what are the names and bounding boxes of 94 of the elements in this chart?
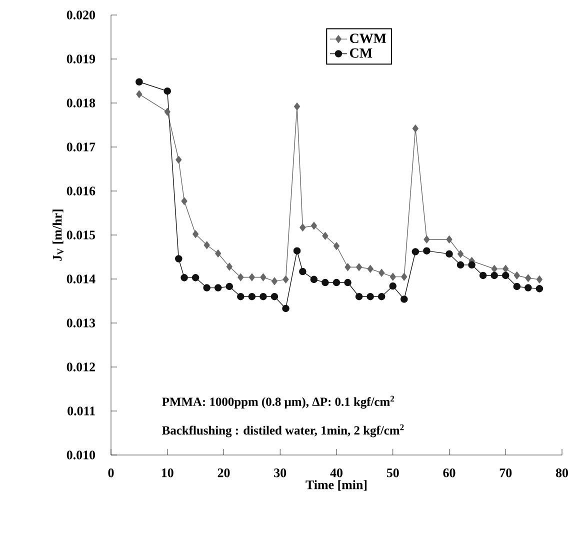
point — [175, 255, 182, 262]
annotation: Backflushing : distiled water, 1min, 2 kgf/cm$^{2}$ — [162, 424, 404, 438]
point — [310, 222, 317, 230]
point — [238, 273, 244, 282]
point — [237, 292, 244, 300]
legend-label: CWM — [350, 34, 386, 44]
x-tick-label: 70 — [500, 468, 512, 478]
point — [490, 272, 498, 280]
point — [282, 276, 289, 284]
y-tick-label: 0.012 — [66, 362, 95, 372]
point — [270, 292, 278, 300]
point — [536, 276, 542, 284]
point — [164, 108, 170, 116]
point — [271, 277, 278, 286]
point — [389, 282, 397, 290]
x-tick-label: 20 — [218, 468, 230, 478]
point — [378, 268, 385, 277]
x-tick-label: 50 — [386, 468, 399, 478]
point — [294, 102, 300, 110]
point — [260, 292, 267, 300]
point — [214, 284, 222, 292]
point — [180, 274, 188, 282]
point — [446, 235, 452, 244]
point — [215, 250, 222, 258]
point — [136, 78, 143, 86]
point — [322, 232, 328, 240]
point — [204, 241, 210, 250]
point — [192, 230, 199, 238]
point — [513, 282, 521, 290]
point — [491, 264, 498, 273]
point — [367, 264, 374, 273]
point — [412, 248, 420, 256]
point — [423, 247, 430, 254]
point — [164, 87, 172, 95]
point — [468, 261, 476, 269]
point — [310, 276, 318, 284]
point — [248, 273, 255, 282]
point — [457, 250, 464, 258]
point — [424, 235, 430, 244]
point — [390, 272, 396, 281]
point — [344, 263, 351, 272]
point — [401, 272, 408, 281]
legend-label: CM — [350, 48, 372, 58]
point — [260, 273, 266, 282]
point — [176, 156, 182, 164]
x-tick-label: 0 — [108, 468, 114, 478]
point — [412, 124, 418, 132]
y-tick-label: 0.020 — [66, 10, 96, 20]
point — [300, 224, 306, 232]
y-tick-label: 0.017 — [66, 142, 96, 152]
y-tick-label: 0.013 — [66, 318, 96, 328]
point — [400, 296, 408, 303]
point — [181, 197, 188, 206]
point — [525, 274, 532, 282]
point — [136, 90, 142, 98]
point — [282, 304, 290, 312]
y-axis-title: J$_{V}$ [m/hr] — [52, 210, 64, 261]
x-axis-title: Time [min] — [306, 480, 367, 491]
point — [356, 263, 362, 272]
point — [226, 282, 234, 290]
point — [456, 261, 464, 269]
y-tick-label: 0.018 — [66, 98, 96, 108]
point — [514, 272, 520, 280]
point — [322, 278, 329, 286]
y-tick-label: 0.010 — [66, 450, 96, 460]
point — [378, 292, 386, 300]
point — [192, 274, 200, 282]
y-tick-label: 0.019 — [66, 54, 96, 64]
point — [344, 278, 352, 286]
x-tick-label: 10 — [162, 468, 174, 478]
point — [366, 292, 374, 300]
point — [226, 262, 232, 271]
y-tick-label: 0.014 — [66, 274, 96, 284]
x-tick-label: 40 — [330, 468, 342, 478]
annotation: PMMA: 1000ppm (0.8 μm), ΔP: 0.1 kgf/cm$^{2}$ — [162, 396, 394, 409]
point — [333, 242, 340, 250]
point — [536, 285, 544, 292]
point — [293, 247, 301, 254]
y-tick-label: 0.016 — [66, 186, 96, 196]
point — [248, 292, 256, 300]
y-tick-label: 0.015 — [66, 230, 96, 240]
x-tick-label: 80 — [556, 468, 568, 478]
point — [502, 264, 509, 273]
point — [355, 292, 363, 300]
y-tick-label: 0.011 — [68, 406, 95, 416]
point — [502, 272, 510, 280]
point — [446, 250, 453, 258]
point — [299, 268, 306, 276]
x-tick-label: 30 — [274, 468, 286, 478]
point — [332, 278, 340, 286]
point — [524, 284, 532, 292]
point — [203, 284, 210, 292]
point — [479, 272, 487, 280]
x-tick-label: 60 — [443, 468, 456, 478]
